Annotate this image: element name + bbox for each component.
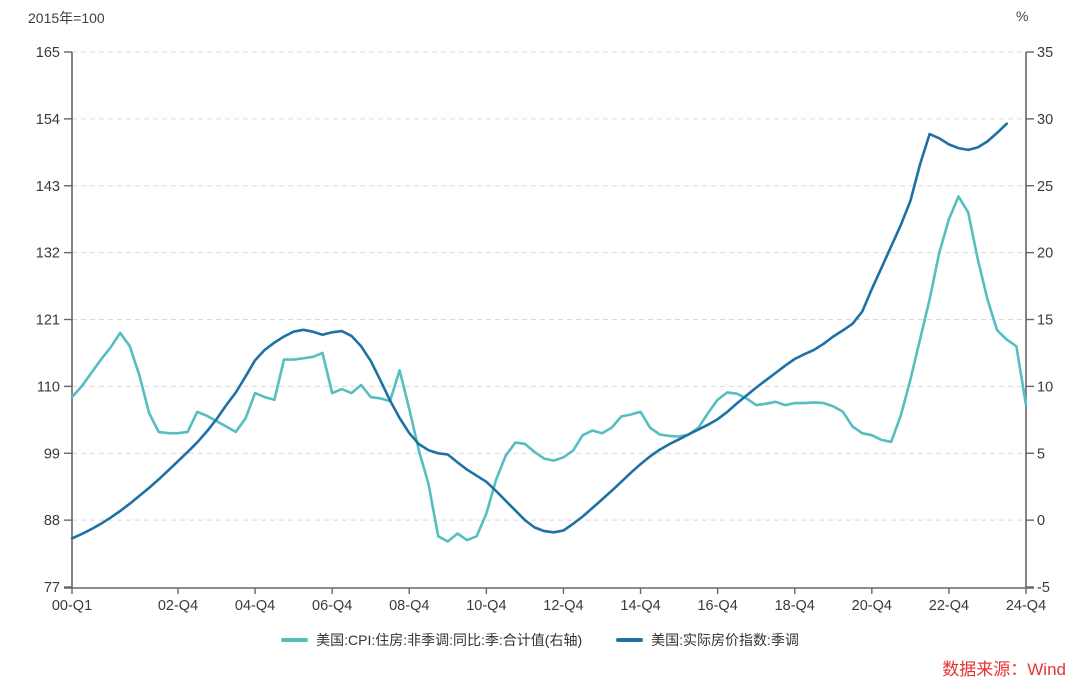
svg-text:02-Q4: 02-Q4 xyxy=(158,598,198,614)
svg-text:15: 15 xyxy=(1037,313,1053,329)
gridlines xyxy=(72,51,1026,521)
svg-text:0: 0 xyxy=(1037,513,1045,529)
left-axis-unit-label: 2015年=100 xyxy=(28,10,105,26)
legend-label-hpi: 美国:实际房价指数:季调 xyxy=(651,632,799,648)
svg-text:35: 35 xyxy=(1037,45,1053,61)
svg-text:77: 77 xyxy=(44,580,60,596)
legend-item-real-hpi: 美国:实际房价指数:季调 xyxy=(616,630,799,650)
svg-text:25: 25 xyxy=(1037,179,1053,195)
svg-text:121: 121 xyxy=(36,313,60,329)
svg-text:08-Q4: 08-Q4 xyxy=(389,598,429,614)
svg-text:22-Q4: 22-Q4 xyxy=(929,598,969,614)
svg-text:20: 20 xyxy=(1037,246,1053,262)
svg-text:14-Q4: 14-Q4 xyxy=(620,598,660,614)
svg-text:5: 5 xyxy=(1037,446,1045,462)
line-cpi-housing-yoy xyxy=(70,195,1028,543)
svg-text:06-Q4: 06-Q4 xyxy=(312,598,352,614)
legend-line-swatch-hpi xyxy=(616,638,644,642)
legend-item-cpi-housing: 美国:CPI:住房:非季调:同比:季:合计值(右轴) xyxy=(281,630,582,650)
svg-text:143: 143 xyxy=(36,179,60,195)
svg-text:165: 165 xyxy=(36,45,60,61)
svg-text:16-Q4: 16-Q4 xyxy=(697,598,737,614)
svg-text:99: 99 xyxy=(44,446,60,462)
svg-text:30: 30 xyxy=(1037,112,1053,128)
svg-text:24-Q4: 24-Q4 xyxy=(1006,598,1046,614)
chart-legend: 美国:CPI:住房:非季调:同比:季:合计值(右轴) 美国:实际房价指数:季调 xyxy=(0,630,1080,650)
svg-text:-5: -5 xyxy=(1037,580,1050,596)
svg-text:04-Q4: 04-Q4 xyxy=(235,598,275,614)
svg-text:10-Q4: 10-Q4 xyxy=(466,598,506,614)
svg-text:154: 154 xyxy=(36,112,60,128)
svg-text:110: 110 xyxy=(37,379,60,395)
legend-label-cpi: 美国:CPI:住房:非季调:同比:季:合计值(右轴) xyxy=(316,632,583,648)
line-real-house-price-index xyxy=(70,122,1009,540)
data-source-note: 数据来源：Wind xyxy=(942,660,1066,679)
svg-text:88: 88 xyxy=(44,513,60,529)
svg-text:12-Q4: 12-Q4 xyxy=(543,598,583,614)
dual-axis-line-chart: 165 154 143 132 121 110 99 88 77 35 30 25 20 15 10 5 0 -5… xyxy=(36,45,1053,614)
svg-text:00-Q1: 00-Q1 xyxy=(52,598,92,614)
right-axis-unit-label: % xyxy=(1016,8,1029,24)
svg-text:10: 10 xyxy=(1037,379,1053,395)
svg-text:132: 132 xyxy=(36,246,60,262)
svg-text:20-Q4: 20-Q4 xyxy=(852,598,892,614)
axis-tick-labels: 165 154 143 132 121 110 99 88 77 35 30 25 20 15 10 5 0 -5… xyxy=(36,45,1053,614)
series-lines xyxy=(70,122,1028,543)
legend-line-swatch-cpi xyxy=(281,638,309,642)
svg-text:18-Q4: 18-Q4 xyxy=(775,598,815,614)
axis-ticks xyxy=(64,51,1034,594)
